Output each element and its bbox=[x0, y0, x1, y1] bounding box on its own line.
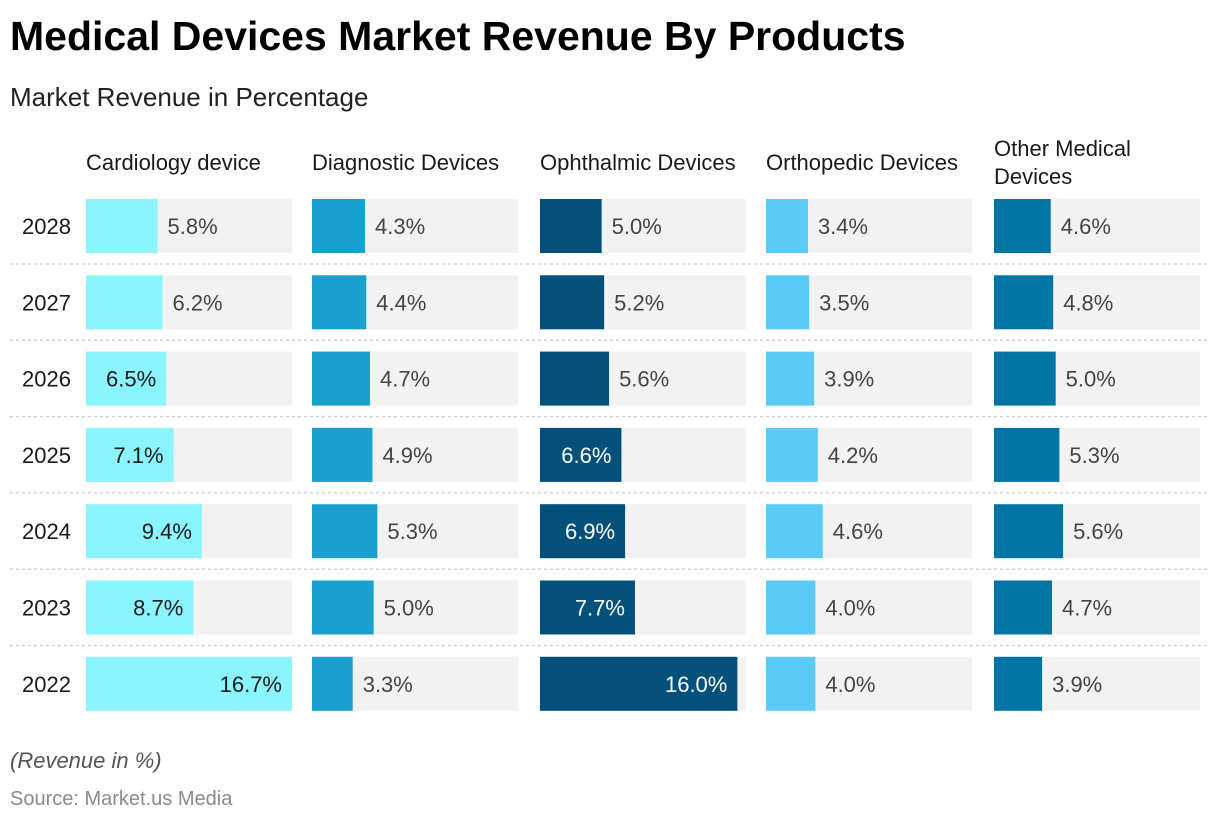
data-label-orthopedic-devices-2028: 3.4% bbox=[818, 214, 868, 239]
data-label-other-medical-devices-2022: 3.9% bbox=[1052, 672, 1102, 697]
data-label-orthopedic-devices-2024: 4.6% bbox=[833, 519, 883, 544]
bar-chart: Cardiology device Diagnostic Devices Ophth… bbox=[10, 136, 1208, 711]
revenue-note: (Revenue in %) bbox=[10, 748, 162, 773]
data-label-other-medical-devices-2025: 5.3% bbox=[1069, 443, 1119, 468]
chart-title: Medical Devices Market Revenue By Produc… bbox=[10, 13, 906, 59]
bar-cardiology-device-2026 bbox=[86, 351, 167, 406]
bar-other-medical-devices-2026 bbox=[994, 351, 1056, 406]
row-label-2024: 2024 bbox=[22, 519, 71, 544]
data-label-ophthalmic-devices-2026: 5.6% bbox=[619, 367, 669, 392]
data-label-orthopedic-devices-2023: 4.0% bbox=[825, 596, 875, 621]
bar-ophthalmic-devices-2022 bbox=[540, 656, 738, 711]
bar-other-medical-devices-2024 bbox=[994, 504, 1064, 559]
data-label-diagnostic-devices-2024: 5.3% bbox=[387, 519, 437, 544]
data-label-diagnostic-devices-2026: 4.7% bbox=[380, 367, 430, 392]
bar-ophthalmic-devices-2025 bbox=[540, 427, 622, 482]
row-label-2028: 2028 bbox=[22, 214, 71, 239]
column-header-orthopedic-devices: Orthopedic Devices bbox=[766, 150, 958, 175]
bar-cardiology-device-2022 bbox=[86, 656, 292, 711]
bar-diagnostic-devices-2028 bbox=[312, 199, 366, 253]
data-label-ophthalmic-devices-2027: 5.2% bbox=[614, 290, 664, 315]
data-label-diagnostic-devices-2022: 3.3% bbox=[363, 672, 413, 697]
data-label-ophthalmic-devices-2025: 6.6% bbox=[561, 443, 611, 468]
bar-diagnostic-devices-2027 bbox=[312, 275, 367, 330]
data-label-ophthalmic-devices-2028: 5.0% bbox=[612, 214, 662, 239]
bar-diagnostic-devices-2025 bbox=[312, 427, 373, 482]
data-label-orthopedic-devices-2025: 4.2% bbox=[828, 443, 878, 468]
bar-other-medical-devices-2028 bbox=[994, 199, 1051, 253]
data-label-cardiology-device-2024: 9.4% bbox=[142, 519, 192, 544]
bar-other-medical-devices-2025 bbox=[994, 427, 1060, 482]
bar-ophthalmic-devices-2024 bbox=[540, 504, 626, 559]
data-label-other-medical-devices-2027: 4.8% bbox=[1063, 290, 1113, 315]
data-label-cardiology-device-2026: 6.5% bbox=[106, 367, 156, 392]
bar-ophthalmic-devices-2023 bbox=[540, 580, 635, 635]
data-label-orthopedic-devices-2027: 3.5% bbox=[819, 290, 869, 315]
bar-diagnostic-devices-2026 bbox=[312, 351, 370, 406]
data-label-diagnostic-devices-2023: 5.0% bbox=[384, 596, 434, 621]
data-label-other-medical-devices-2024: 5.6% bbox=[1073, 519, 1123, 544]
data-label-cardiology-device-2028: 5.8% bbox=[168, 214, 218, 239]
data-label-ophthalmic-devices-2024: 6.9% bbox=[565, 519, 615, 544]
row-label-2022: 2022 bbox=[22, 672, 71, 697]
bar-ophthalmic-devices-2027 bbox=[540, 275, 605, 330]
bar-diagnostic-devices-2022 bbox=[312, 656, 353, 711]
data-label-cardiology-device-2025: 7.1% bbox=[113, 443, 163, 468]
bar-ophthalmic-devices-2026 bbox=[540, 351, 610, 406]
row-label-2023: 2023 bbox=[22, 596, 71, 621]
data-label-orthopedic-devices-2022: 4.0% bbox=[825, 672, 875, 697]
data-label-other-medical-devices-2026: 5.0% bbox=[1066, 367, 1116, 392]
bar-orthopedic-devices-2026 bbox=[766, 351, 815, 406]
bar-cardiology-device-2023 bbox=[86, 580, 194, 635]
bar-cardiology-device-2024 bbox=[86, 504, 202, 559]
bar-orthopedic-devices-2028 bbox=[766, 199, 808, 253]
data-label-ophthalmic-devices-2023: 7.7% bbox=[575, 596, 625, 621]
data-label-ophthalmic-devices-2022: 16.0% bbox=[665, 672, 727, 697]
bar-other-medical-devices-2023 bbox=[994, 580, 1052, 635]
bar-diagnostic-devices-2023 bbox=[312, 580, 374, 635]
data-label-other-medical-devices-2028: 4.6% bbox=[1061, 214, 1111, 239]
row-label-2025: 2025 bbox=[22, 443, 71, 468]
data-label-diagnostic-devices-2028: 4.3% bbox=[375, 214, 425, 239]
chart-subtitle: Market Revenue in Percentage bbox=[10, 82, 369, 112]
bar-other-medical-devices-2027 bbox=[994, 275, 1054, 330]
bar-cardiology-device-2028 bbox=[86, 199, 158, 253]
column-header-cardiology-device: Cardiology device bbox=[86, 150, 261, 175]
bar-cardiology-device-2025 bbox=[86, 427, 174, 482]
data-label-diagnostic-devices-2027: 4.4% bbox=[376, 290, 426, 315]
column-header-other-medical-devices: Other Medical Devices bbox=[994, 136, 1131, 189]
source-credit: Source: Market.us Media bbox=[10, 788, 233, 810]
bar-other-medical-devices-2022 bbox=[994, 656, 1043, 711]
bar-ophthalmic-devices-2028 bbox=[540, 199, 602, 253]
data-label-diagnostic-devices-2025: 4.9% bbox=[382, 443, 432, 468]
row-label-2026: 2026 bbox=[22, 367, 71, 392]
data-label-cardiology-device-2022: 16.7% bbox=[220, 672, 282, 697]
bar-orthopedic-devices-2022 bbox=[766, 656, 816, 711]
bar-orthopedic-devices-2027 bbox=[766, 275, 810, 330]
bar-orthopedic-devices-2024 bbox=[766, 504, 823, 559]
bar-orthopedic-devices-2023 bbox=[766, 580, 816, 635]
data-label-cardiology-device-2027: 6.2% bbox=[172, 290, 222, 315]
column-header-ophthalmic-devices: Ophthalmic Devices bbox=[540, 150, 736, 175]
data-label-other-medical-devices-2023: 4.7% bbox=[1062, 596, 1112, 621]
bar-cardiology-device-2027 bbox=[86, 275, 163, 330]
data-label-orthopedic-devices-2026: 3.9% bbox=[824, 367, 874, 392]
row-label-2027: 2027 bbox=[22, 290, 71, 315]
column-header-diagnostic-devices: Diagnostic Devices bbox=[312, 150, 499, 175]
bar-orthopedic-devices-2025 bbox=[766, 427, 818, 482]
data-label-cardiology-device-2023: 8.7% bbox=[133, 596, 183, 621]
bar-diagnostic-devices-2024 bbox=[312, 504, 378, 559]
